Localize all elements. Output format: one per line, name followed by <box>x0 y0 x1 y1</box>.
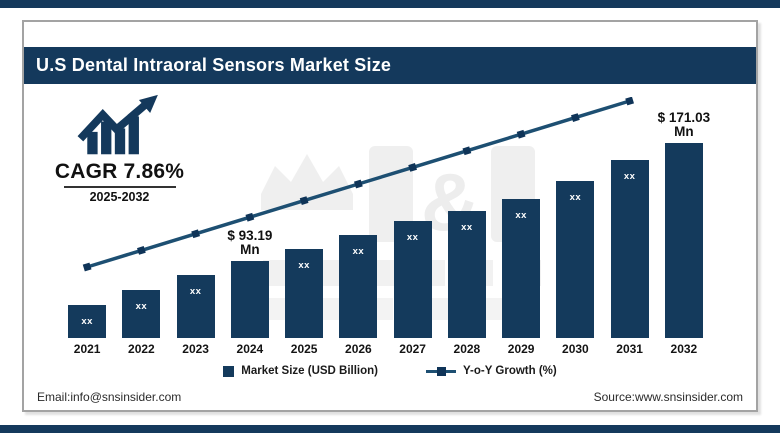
bar-column-2030: xx <box>548 97 602 338</box>
bar-2024 <box>230 261 269 338</box>
x-axis-labels: 2021 2022 2023 2024 2025 2026 2027 2028 2029 2030… <box>60 342 711 356</box>
x-axis-label-2027: 2027 <box>399 342 426 356</box>
bar-placeholder-value: xx <box>81 316 93 327</box>
x-axis-label-2032: 2032 <box>670 342 698 356</box>
bar-2030: xx <box>556 181 595 338</box>
bar-placeholder-value: xx <box>461 222 473 233</box>
line-swatch-icon <box>426 366 457 377</box>
bar-placeholder-value: xx <box>515 210 527 221</box>
chart-card: & U.S Dental Intraoral Sensors Market Si… <box>22 20 758 412</box>
x-axis-label-2031: 2031 <box>616 342 643 356</box>
bar-column-2023: xx <box>169 97 223 338</box>
legend-item-yoy-growth: Y-o-Y Growth (%) <box>426 365 557 377</box>
bottom-accent-bar <box>0 425 780 433</box>
x-axis-label-2026: 2026 <box>345 342 372 356</box>
bar-column-2026: xx <box>331 97 385 338</box>
bar-column-2032: $ 171.03 Mn <box>657 97 711 338</box>
bar-column-2025: xx <box>277 97 331 338</box>
bar-2031: xx <box>610 160 649 338</box>
bar-column-2024: $ 93.19 Mn <box>223 97 277 338</box>
bar-2027: xx <box>393 221 432 338</box>
x-axis-label-2023: 2023 <box>182 342 209 356</box>
bar-column-2029: xx <box>494 97 548 338</box>
bar-placeholder-value: xx <box>406 232 419 243</box>
bar-plot-area: xx xx xx $ 93.19 Mn xx xx xx xx xx xx xx $ 171.03 Mn <box>60 97 711 338</box>
bar-2023: xx <box>176 275 215 338</box>
x-axis-label-2025: 2025 <box>290 342 318 356</box>
x-axis-label-2024: 2024 <box>236 342 264 356</box>
x-axis-label-2021: 2021 <box>73 342 101 356</box>
bar-2025: xx <box>285 249 324 338</box>
bar-value-label-2032: $ 171.03 Mn <box>657 110 711 139</box>
legend-label: Market Size (USD Billion) <box>241 365 379 377</box>
bar-2029: xx <box>502 199 541 338</box>
chart-title: U.S Dental Intraoral Sensors Market Size <box>36 55 392 75</box>
x-axis-label-2029: 2029 <box>507 342 535 356</box>
bar-column-2021: xx <box>60 97 114 338</box>
x-axis-label-2030: 2030 <box>562 342 589 356</box>
x-axis-label-2022: 2022 <box>128 342 155 356</box>
chart-title-bar: U.S Dental Intraoral Sensors Market Size <box>24 47 756 84</box>
bar-placeholder-value: xx <box>189 286 202 297</box>
bar-2026: xx <box>339 235 378 338</box>
x-axis-label-2028: 2028 <box>453 342 481 356</box>
bar-placeholder-value: xx <box>352 246 365 257</box>
bar-column-2027: xx <box>386 97 440 338</box>
bar-swatch-icon <box>223 365 235 377</box>
bar-2021: xx <box>68 305 107 338</box>
bar-placeholder-value: xx <box>135 301 148 312</box>
legend-item-market-size: Market Size (USD Billion) <box>223 365 378 377</box>
bar-column-2028: xx <box>440 97 494 338</box>
footer-source: Source:www.snsinsider.com <box>593 390 743 404</box>
bar-placeholder-value: xx <box>623 171 636 182</box>
top-accent-bar <box>0 0 780 8</box>
bar-placeholder-value: xx <box>298 260 310 271</box>
bar-2022: xx <box>122 290 161 338</box>
footer-email: Email:info@snsinsider.com <box>37 390 182 404</box>
bar-2032 <box>664 143 703 338</box>
chart-legend: Market Size (USD Billion) Y-o-Y Growth (… <box>24 365 756 377</box>
bar-2028: xx <box>447 211 486 338</box>
bar-column-2022: xx <box>114 97 168 338</box>
bar-placeholder-value: xx <box>569 192 582 203</box>
legend-label: Y-o-Y Growth (%) <box>463 365 557 377</box>
